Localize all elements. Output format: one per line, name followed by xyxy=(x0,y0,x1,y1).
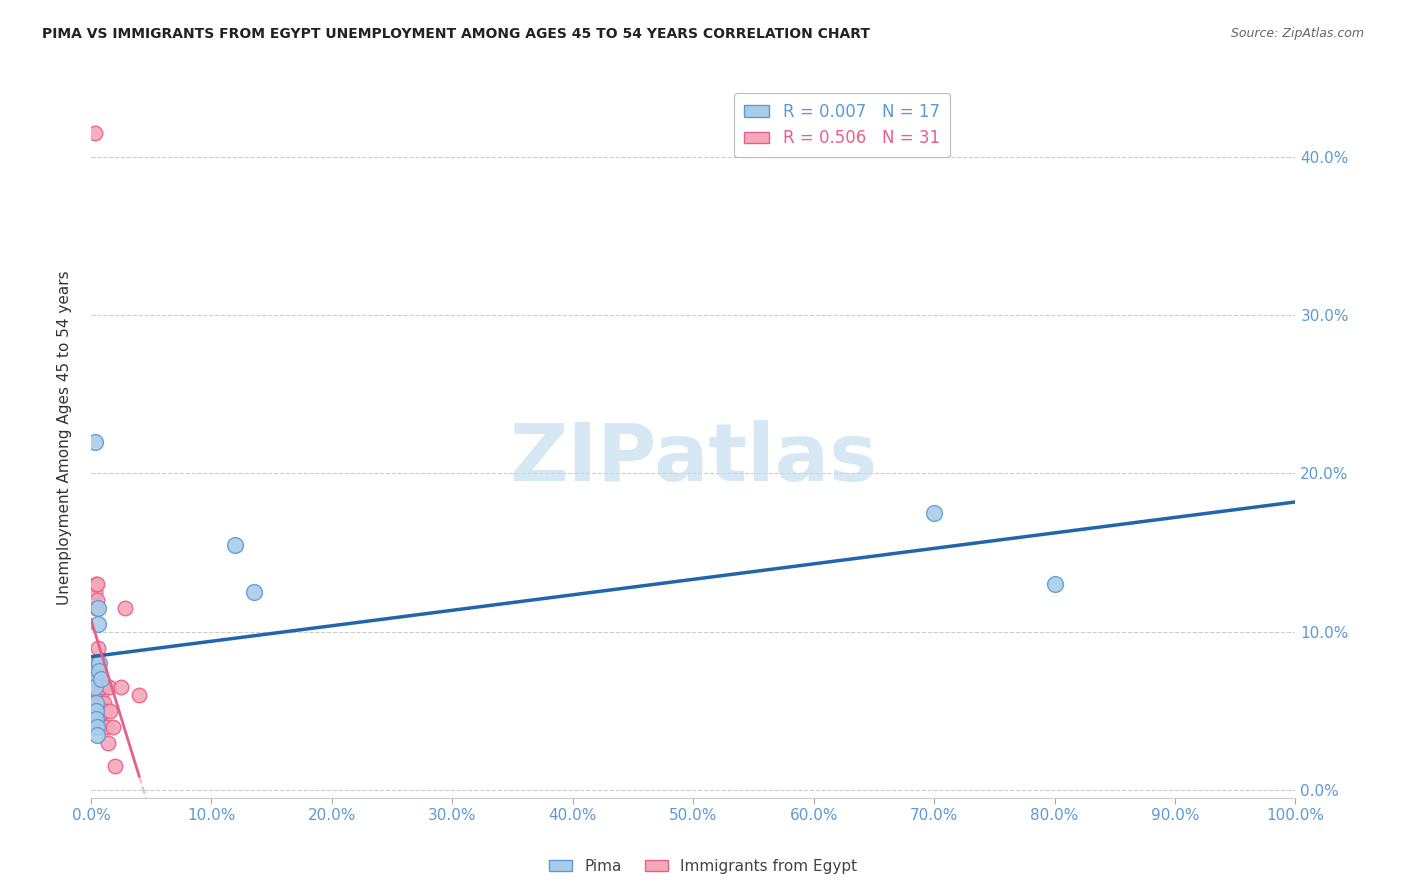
Point xyxy=(242,585,264,599)
Point xyxy=(87,673,110,687)
Point xyxy=(86,720,108,734)
Point xyxy=(89,665,111,679)
Point xyxy=(83,434,105,449)
Point xyxy=(83,673,105,687)
Point xyxy=(84,696,107,710)
Point xyxy=(96,720,118,734)
Legend: Pima, Immigrants from Egypt: Pima, Immigrants from Egypt xyxy=(543,853,863,880)
Point xyxy=(101,720,124,734)
Point xyxy=(94,704,117,718)
Point xyxy=(110,680,132,694)
Point xyxy=(84,601,107,615)
Point xyxy=(87,657,110,671)
Point xyxy=(84,712,107,726)
Point xyxy=(90,673,112,687)
Point xyxy=(84,577,107,591)
Point xyxy=(90,688,112,702)
Point xyxy=(86,728,108,742)
Point xyxy=(224,538,246,552)
Text: PIMA VS IMMIGRANTS FROM EGYPT UNEMPLOYMENT AMONG AGES 45 TO 54 YEARS CORRELATION: PIMA VS IMMIGRANTS FROM EGYPT UNEMPLOYME… xyxy=(42,27,870,41)
Point xyxy=(86,593,108,607)
Point xyxy=(87,616,110,631)
Point xyxy=(89,712,111,726)
Y-axis label: Unemployment Among Ages 45 to 54 years: Unemployment Among Ages 45 to 54 years xyxy=(58,270,72,605)
Point xyxy=(91,720,114,734)
Point xyxy=(1043,577,1066,591)
Point xyxy=(114,601,136,615)
Text: Source: ZipAtlas.com: Source: ZipAtlas.com xyxy=(1230,27,1364,40)
Point xyxy=(98,704,121,718)
Point xyxy=(87,688,110,702)
Point xyxy=(87,640,110,655)
Point xyxy=(93,696,115,710)
Point xyxy=(90,680,112,694)
Point xyxy=(87,601,110,615)
Text: ZIPatlas: ZIPatlas xyxy=(509,420,877,499)
Point xyxy=(97,736,120,750)
Point xyxy=(90,696,112,710)
Point xyxy=(83,126,105,140)
Point xyxy=(83,680,105,694)
Point xyxy=(91,704,114,718)
Point xyxy=(89,657,111,671)
Point xyxy=(83,585,105,599)
Point xyxy=(128,688,150,702)
Point xyxy=(84,704,107,718)
Legend: R = 0.007   N = 17, R = 0.506   N = 31: R = 0.007 N = 17, R = 0.506 N = 31 xyxy=(734,93,950,157)
Point xyxy=(922,506,945,520)
Point xyxy=(89,680,111,694)
Point xyxy=(104,759,127,773)
Point xyxy=(89,696,111,710)
Point xyxy=(98,680,121,694)
Point xyxy=(86,577,108,591)
Point xyxy=(90,673,112,687)
Point xyxy=(83,657,105,671)
